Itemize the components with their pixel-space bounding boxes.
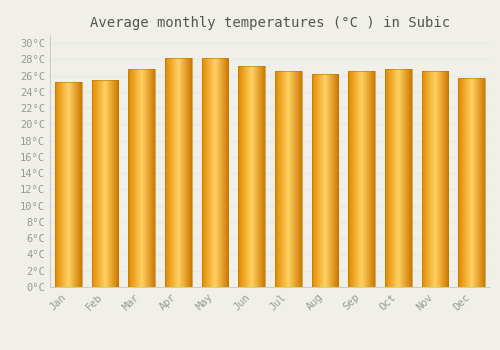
Bar	[312, 74, 338, 287]
Bar	[165, 58, 192, 287]
Bar	[128, 69, 155, 287]
Bar	[238, 66, 265, 287]
Bar	[458, 78, 485, 287]
Bar	[202, 58, 228, 287]
Bar	[348, 71, 375, 287]
Bar	[422, 71, 448, 287]
Bar	[55, 82, 82, 287]
Title: Average monthly temperatures (°C ) in Subic: Average monthly temperatures (°C ) in Su…	[90, 16, 450, 30]
Bar	[92, 80, 118, 287]
Bar	[385, 69, 411, 287]
Bar	[275, 71, 301, 287]
